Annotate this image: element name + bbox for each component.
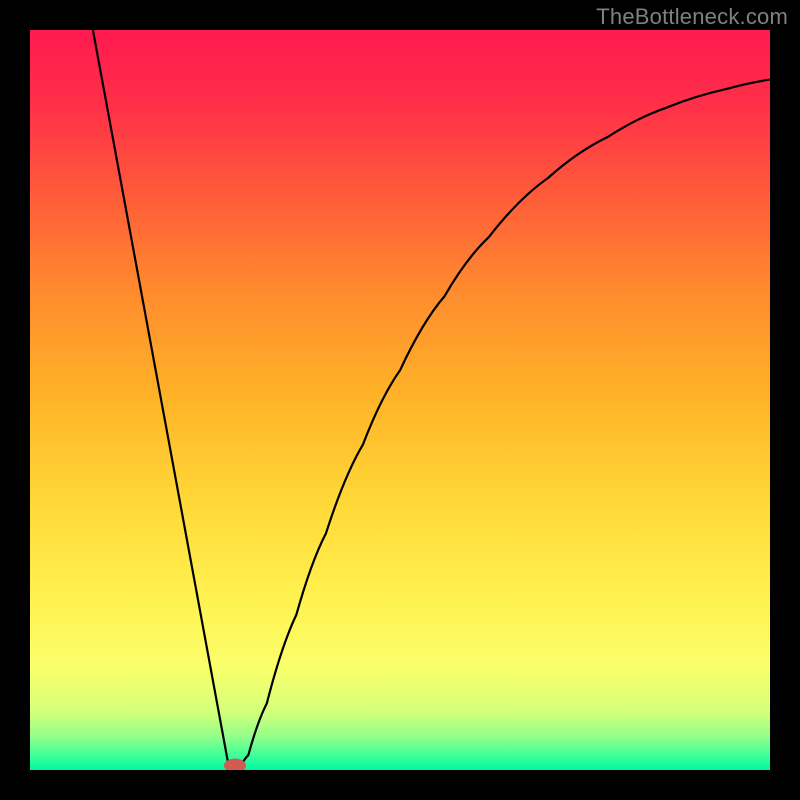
chart-svg bbox=[0, 0, 800, 800]
border-bottom bbox=[0, 770, 800, 800]
chart-frame: TheBottleneck.com bbox=[0, 0, 800, 800]
watermark-text: TheBottleneck.com bbox=[596, 4, 788, 30]
border-left bbox=[0, 0, 30, 800]
plot-background bbox=[30, 30, 770, 770]
border-right bbox=[770, 0, 800, 800]
